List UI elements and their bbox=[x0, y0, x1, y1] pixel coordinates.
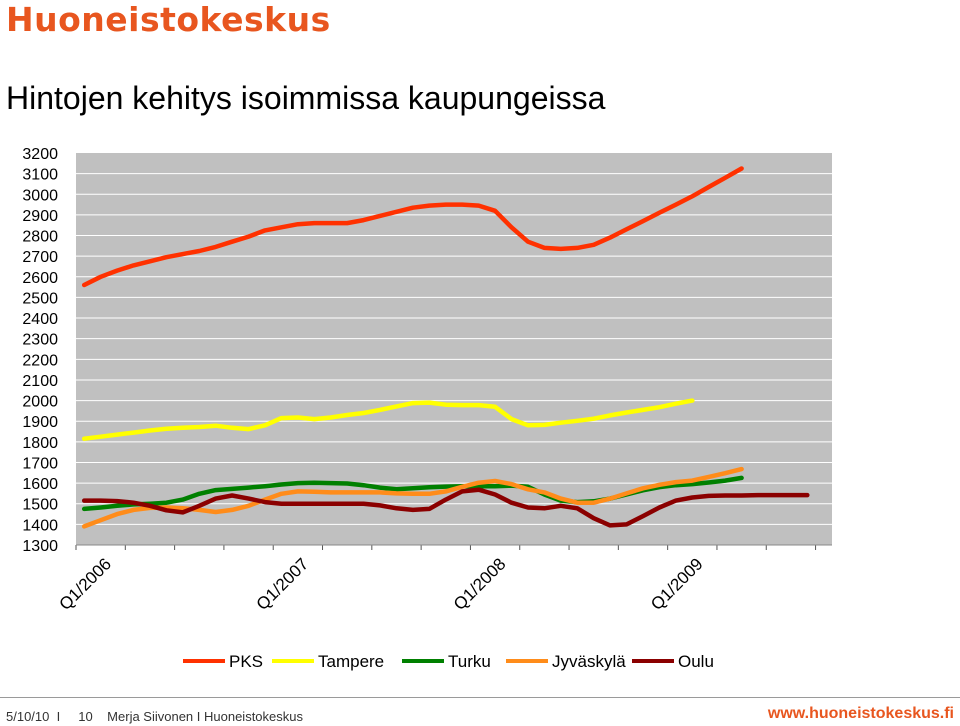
y-tick-label: 3000 bbox=[22, 187, 58, 204]
x-tick-labels: Q1/2006 Q1/2007 Q1/2008 Q1/2009 bbox=[55, 554, 706, 614]
y-tick-label: 2700 bbox=[22, 249, 58, 266]
series-line-oulu bbox=[81, 487, 810, 528]
series-line-pks bbox=[81, 166, 744, 288]
y-tick-label: 3200 bbox=[22, 146, 58, 163]
legend-label: Jyväskylä bbox=[552, 652, 626, 671]
x-tick-label: Q1/2006 bbox=[55, 554, 115, 614]
legend: PKS Tampere Turku Jyväskylä Oulu bbox=[183, 652, 714, 671]
y-tick-label: 2900 bbox=[22, 208, 58, 225]
y-tick-label: 2300 bbox=[22, 332, 58, 349]
footer-divider bbox=[0, 697, 960, 698]
y-tick-label: 1300 bbox=[22, 538, 58, 555]
x-tick-label: Q1/2008 bbox=[450, 554, 510, 614]
x-tick-label: Q1/2009 bbox=[647, 554, 707, 614]
legend-label: Tampere bbox=[318, 652, 384, 671]
y-tick-label: 1500 bbox=[22, 497, 58, 514]
y-tick-label: 2200 bbox=[22, 352, 58, 369]
y-tick-label: 2800 bbox=[22, 229, 58, 246]
y-tick-label: 2400 bbox=[22, 311, 58, 328]
y-tick-label: 3100 bbox=[22, 167, 58, 184]
y-tick-label: 2500 bbox=[22, 290, 58, 307]
gridlines bbox=[76, 173, 832, 525]
x-ticks bbox=[75, 544, 832, 550]
legend-label: Turku bbox=[448, 652, 491, 671]
y-tick-labels: 3200 3100 3000 2900 2800 2700 2600 2500 2400 2300… bbox=[22, 146, 58, 555]
y-tick-label: 1600 bbox=[22, 476, 58, 493]
legend-label: PKS bbox=[229, 652, 263, 671]
series-lines bbox=[81, 166, 810, 529]
legend-label: Oulu bbox=[678, 652, 714, 671]
series-line-tampere bbox=[81, 398, 695, 441]
y-tick-label: 2600 bbox=[22, 270, 58, 287]
brand-logo: Huoneistokeskus bbox=[6, 0, 331, 39]
x-tick-label: Q1/2007 bbox=[253, 554, 313, 614]
footer-url-link[interactable]: www.huoneistokeskus.fi bbox=[767, 705, 954, 722]
y-tick-label: 1400 bbox=[22, 517, 58, 534]
page-title: Hintojen kehitys isoimmissa kaupungeissa bbox=[6, 80, 606, 116]
y-tick-label: 1700 bbox=[22, 455, 58, 472]
y-tick-label: 1900 bbox=[22, 414, 58, 431]
y-tick-label: 2000 bbox=[22, 394, 58, 411]
y-tick-label: 2100 bbox=[22, 373, 58, 390]
y-tick-label: 1800 bbox=[22, 435, 58, 452]
footer-meta: 5/10/10 I 10 Merja Siivonen I Huoneistok… bbox=[6, 709, 303, 724]
